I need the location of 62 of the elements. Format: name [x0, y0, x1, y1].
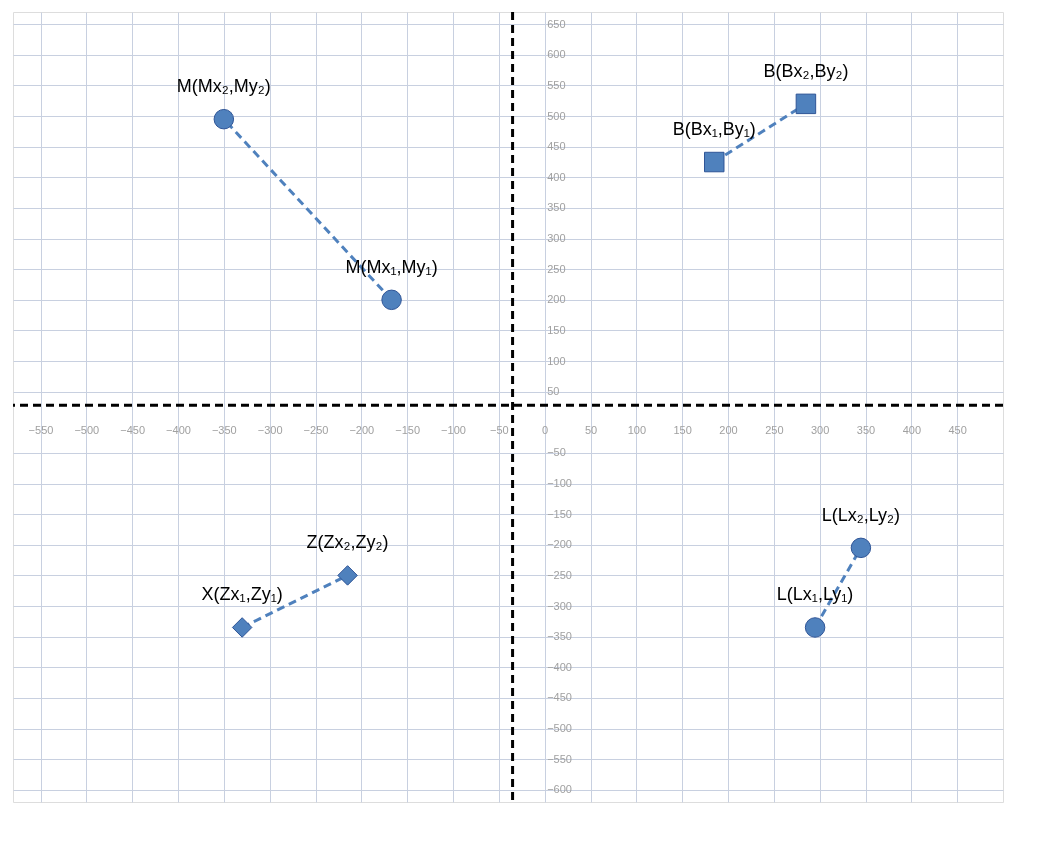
annotation: X(Zx₁,Zy₁): [201, 584, 283, 605]
y-tick-label: 550: [547, 78, 566, 91]
y-tick-label: −600: [547, 783, 572, 796]
point: [804, 617, 826, 638]
annotation: M(Mx₁,My₁): [345, 256, 438, 277]
x-tick-label: −250: [303, 423, 329, 436]
x-tick-label: −550: [28, 423, 54, 436]
point: [795, 93, 817, 115]
y-tick-label: −50: [547, 446, 566, 459]
x-tick-label: −100: [441, 423, 466, 436]
y-tick-label: −450: [547, 691, 572, 704]
y-tick-label: 150: [547, 323, 566, 336]
x-tick-label: 150: [673, 423, 692, 436]
annotation: L(Lx₂,Ly₂): [821, 504, 901, 525]
annotation: B(Bx₂,By₂): [763, 60, 849, 81]
y-tick-label: 600: [547, 48, 566, 61]
y-tick-label: −550: [547, 752, 572, 765]
x-tick-label: 0: [542, 423, 549, 436]
y-tick-label: −500: [547, 722, 572, 735]
y-tick-label: −400: [547, 660, 572, 673]
annotation: L(Lx₁,Ly₁): [776, 584, 854, 605]
point: [704, 151, 725, 173]
y-tick-label: 50: [547, 385, 560, 398]
x-tick-label: 200: [719, 423, 738, 436]
y-tick-label: 400: [547, 170, 566, 183]
y-tick-label: −300: [547, 599, 572, 612]
x-tick-label: 250: [765, 423, 784, 436]
x-tick-label: −350: [211, 423, 237, 436]
annotation: Z(Zx₂,Zy₂): [306, 532, 389, 553]
y-tick-label: 200: [547, 293, 566, 306]
point: [381, 289, 402, 311]
x-tick-label: 100: [627, 423, 647, 436]
x-tick-label: 350: [856, 423, 876, 436]
x-tick-label: −400: [166, 423, 191, 436]
x-tick-label: −300: [257, 423, 283, 436]
x-tick-label: 450: [948, 423, 967, 436]
x-tick-label: 400: [902, 423, 922, 436]
x-tick-label: −500: [74, 423, 100, 436]
y-tick-label: 450: [547, 140, 566, 153]
point: [850, 537, 872, 559]
y-tick-label: 250: [547, 262, 566, 275]
y-tick-label: 500: [547, 109, 566, 122]
point: [337, 565, 358, 586]
annotation: M(Mx₂,My₂): [176, 76, 271, 97]
x-tick-label: −50: [490, 423, 509, 436]
y-tick-label: 350: [547, 201, 566, 214]
point: [213, 108, 235, 130]
y-tick-label: −250: [547, 568, 572, 581]
y-tick-label: 100: [547, 354, 566, 367]
x-tick-label: 50: [584, 423, 598, 436]
point: [231, 617, 253, 638]
y-tick-label: −150: [547, 507, 572, 520]
y-tick-label: 650: [547, 17, 566, 30]
x-tick-label: −150: [395, 423, 421, 436]
y-tick-label: −200: [547, 538, 572, 551]
x-tick-label: 300: [810, 423, 830, 436]
y-tick-label: −100: [547, 477, 572, 490]
annotation: B(Bx₁,By₁): [672, 119, 756, 140]
y-tick-label: −350: [547, 630, 572, 643]
y-tick-label: 300: [547, 232, 566, 245]
x-tick-label: −450: [120, 423, 146, 436]
x-tick-label: −200: [349, 423, 375, 436]
